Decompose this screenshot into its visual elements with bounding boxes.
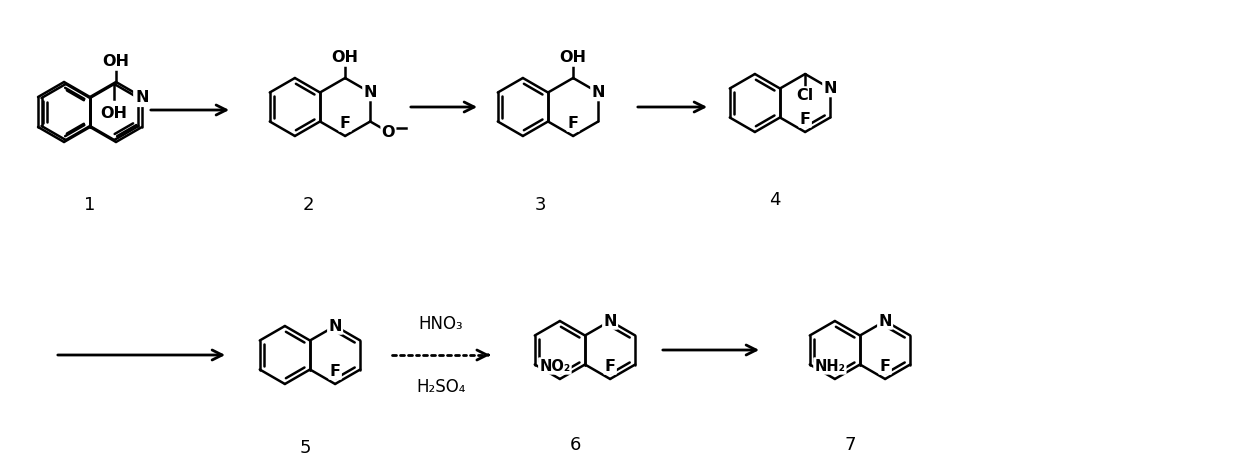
Text: N: N <box>591 85 605 100</box>
Text: F: F <box>340 115 351 131</box>
Text: 2: 2 <box>303 196 314 214</box>
Text: N: N <box>363 85 377 100</box>
Text: OH: OH <box>100 106 128 121</box>
Text: O: O <box>382 124 396 140</box>
Text: 4: 4 <box>769 191 781 209</box>
Text: N: N <box>329 318 342 333</box>
Text: 3: 3 <box>534 196 546 214</box>
Text: F: F <box>605 359 615 374</box>
Text: H₂SO₄: H₂SO₄ <box>417 378 466 396</box>
Text: OH: OH <box>103 54 129 70</box>
Text: N: N <box>135 89 149 105</box>
Text: F: F <box>330 363 341 378</box>
Text: Cl: Cl <box>796 88 813 103</box>
Text: 1: 1 <box>84 196 95 214</box>
Text: N: N <box>878 314 892 329</box>
Text: F: F <box>879 359 890 374</box>
Text: HNO₃: HNO₃ <box>419 315 464 333</box>
Text: OH: OH <box>559 51 587 65</box>
Text: N: N <box>823 81 837 96</box>
Text: 5: 5 <box>299 439 311 457</box>
Text: OH: OH <box>331 51 358 65</box>
Text: F: F <box>568 115 579 131</box>
Text: N: N <box>604 314 616 329</box>
Text: NO₂: NO₂ <box>539 359 570 374</box>
Text: 7: 7 <box>844 436 856 454</box>
Text: NH₂: NH₂ <box>815 359 846 374</box>
Text: N: N <box>135 90 149 105</box>
Text: F: F <box>800 112 811 126</box>
Text: 6: 6 <box>569 436 580 454</box>
